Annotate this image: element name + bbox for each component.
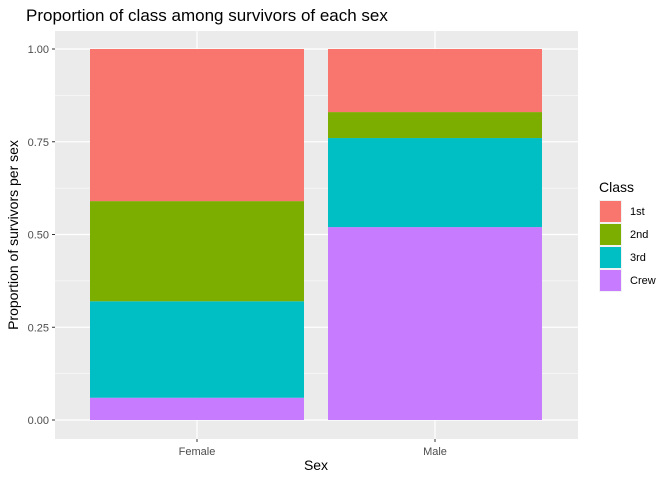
x-tick-label: Male bbox=[423, 446, 447, 458]
bar-segment-male-2nd bbox=[328, 112, 542, 139]
bar-segment-male-1st bbox=[328, 49, 542, 113]
y-tick-label: 0.75 bbox=[28, 137, 49, 149]
bars bbox=[90, 49, 542, 420]
bar-segment-female-3rd bbox=[90, 301, 304, 398]
legend-swatch-1st bbox=[600, 201, 621, 222]
bar-segment-male-crew bbox=[328, 227, 542, 420]
y-tick-label: 0.00 bbox=[28, 415, 49, 427]
legend-label-2nd: 2nd bbox=[630, 229, 648, 241]
legend-swatch-crew bbox=[600, 270, 621, 291]
legend-swatch-2nd bbox=[600, 224, 621, 245]
legend-label-crew: Crew bbox=[630, 275, 656, 287]
y-tick-label: 0.50 bbox=[28, 230, 49, 242]
y-tick-label: 1.00 bbox=[28, 44, 49, 56]
legend: Class 1st 2nd 3rd Crew bbox=[599, 179, 656, 292]
bar-segment-female-2nd bbox=[90, 201, 304, 302]
chart-title: Proportion of class among survivors of e… bbox=[26, 6, 388, 25]
y-tick-label: 0.25 bbox=[28, 322, 49, 334]
bar-segment-male-3rd bbox=[328, 138, 542, 228]
x-axis-title: Sex bbox=[304, 457, 328, 473]
y-axis-title: Proportion of survivors per sex bbox=[5, 140, 21, 330]
x-tick-label: Female bbox=[179, 446, 216, 458]
bar-segment-female-crew bbox=[90, 397, 304, 420]
x-axis-ticks: Female Male bbox=[179, 439, 447, 458]
legend-label-1st: 1st bbox=[630, 206, 645, 218]
y-axis-ticks: 0.00 0.25 0.50 0.75 1.00 bbox=[28, 44, 55, 427]
bar-segment-female-1st bbox=[90, 49, 304, 202]
legend-title: Class bbox=[599, 179, 634, 195]
legend-swatch-3rd bbox=[600, 247, 621, 268]
legend-label-3rd: 3rd bbox=[630, 252, 646, 264]
